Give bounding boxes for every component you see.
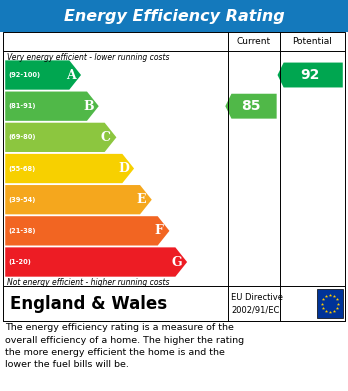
Text: The energy efficiency rating is a measure of the
overall efficiency of a home. T: The energy efficiency rating is a measur… [5, 323, 244, 369]
Text: (1-20): (1-20) [8, 259, 31, 265]
Text: 85: 85 [241, 99, 261, 113]
Polygon shape [225, 94, 277, 118]
Polygon shape [277, 63, 343, 88]
Text: (81-91): (81-91) [8, 103, 35, 109]
Polygon shape [5, 123, 116, 152]
Text: (39-54): (39-54) [8, 197, 35, 203]
FancyBboxPatch shape [0, 0, 348, 32]
FancyBboxPatch shape [3, 286, 345, 321]
Text: Current: Current [237, 37, 271, 46]
Text: E: E [136, 193, 146, 206]
Text: C: C [101, 131, 111, 144]
Text: (55-68): (55-68) [8, 165, 35, 172]
Text: B: B [83, 100, 94, 113]
Polygon shape [5, 216, 169, 246]
Text: A: A [66, 68, 76, 81]
Text: Very energy efficient - lower running costs: Very energy efficient - lower running co… [7, 53, 169, 62]
Polygon shape [5, 60, 81, 90]
FancyBboxPatch shape [317, 289, 343, 318]
Text: F: F [155, 224, 164, 237]
Text: Not energy efficient - higher running costs: Not energy efficient - higher running co… [7, 278, 169, 287]
Text: (21-38): (21-38) [8, 228, 35, 234]
Polygon shape [5, 91, 99, 121]
Polygon shape [5, 185, 152, 214]
Text: (92-100): (92-100) [8, 72, 40, 78]
Text: 92: 92 [300, 68, 320, 82]
Text: EU Directive
2002/91/EC: EU Directive 2002/91/EC [231, 293, 283, 314]
Polygon shape [5, 154, 134, 183]
Text: Energy Efficiency Rating: Energy Efficiency Rating [64, 9, 284, 23]
Text: Potential: Potential [292, 37, 332, 46]
Text: D: D [118, 162, 129, 175]
Text: England & Wales: England & Wales [10, 295, 168, 313]
Polygon shape [5, 248, 187, 277]
Text: (69-80): (69-80) [8, 135, 35, 140]
FancyBboxPatch shape [3, 32, 345, 321]
Text: G: G [171, 256, 182, 269]
